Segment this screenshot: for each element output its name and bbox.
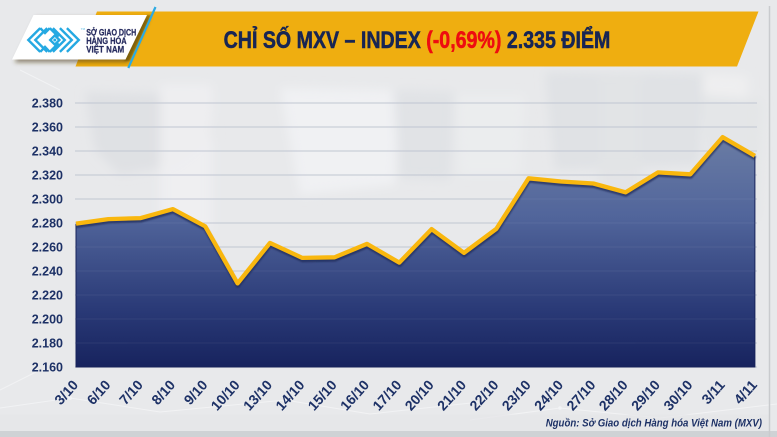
- svg-text:2.180: 2.180: [32, 337, 63, 351]
- svg-text:VIỆT NAM: VIỆT NAM: [86, 44, 124, 55]
- svg-text:2.340: 2.340: [32, 145, 63, 159]
- svg-text:2.260: 2.260: [32, 241, 63, 255]
- svg-text:2.200: 2.200: [32, 313, 63, 327]
- svg-text:2.280: 2.280: [32, 217, 63, 231]
- svg-text:2.360: 2.360: [32, 121, 63, 135]
- svg-text:Nguồn: Sở Giao dịch Hàng hóa V: Nguồn: Sở Giao dịch Hàng hóa Việt Nam (M…: [546, 417, 763, 430]
- svg-text:2.320: 2.320: [32, 169, 63, 183]
- svg-text:CHỈ SỐ MXV – INDEX (-0,69%) 2.: CHỈ SỐ MXV – INDEX (-0,69%) 2.335 ĐIỂM: [224, 25, 611, 53]
- svg-text:HÀNG HÓA: HÀNG HÓA: [86, 35, 127, 46]
- svg-text:2.160: 2.160: [32, 361, 63, 375]
- svg-text:2.240: 2.240: [32, 265, 63, 279]
- svg-text:TM: TM: [81, 27, 86, 31]
- svg-text:2.220: 2.220: [32, 289, 63, 303]
- svg-text:2.380: 2.380: [32, 97, 63, 111]
- svg-text:SỞ GIAO DỊCH: SỞ GIAO DỊCH: [86, 26, 136, 37]
- svg-text:2.300: 2.300: [32, 193, 63, 207]
